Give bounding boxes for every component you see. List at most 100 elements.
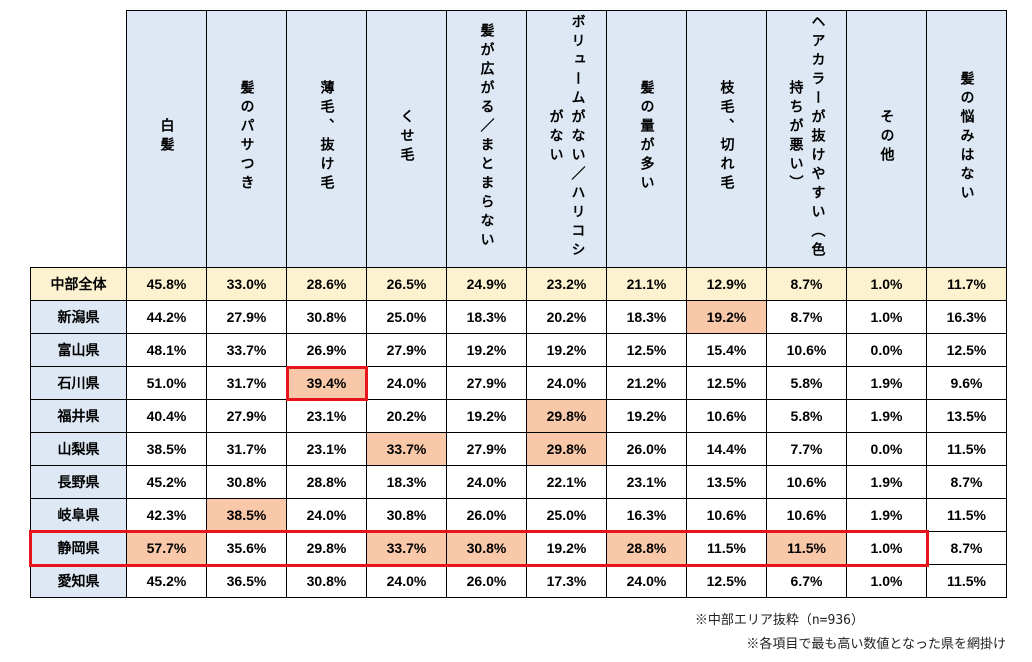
value-cell: 19.2% bbox=[446, 333, 527, 367]
value-cell: 33.7% bbox=[206, 333, 287, 367]
value-cell: 10.6% bbox=[766, 465, 847, 499]
value-cell: 1.0% bbox=[846, 564, 927, 598]
column-header-6: 髪の量が多い bbox=[606, 10, 687, 268]
value-cell: 44.2% bbox=[126, 300, 207, 334]
column-header-label: ボリュームがない／ハリコシがない bbox=[547, 13, 586, 261]
value-cell: 13.5% bbox=[926, 399, 1007, 433]
value-cell: 0.0% bbox=[846, 432, 927, 466]
value-cell: 11.5% bbox=[926, 432, 1007, 466]
column-header-label: 髪の量が多い bbox=[638, 80, 655, 194]
value-cell: 26.9% bbox=[286, 333, 367, 367]
value-cell: 1.0% bbox=[846, 531, 927, 565]
value-cell: 45.8% bbox=[126, 267, 207, 301]
value-cell: 7.7% bbox=[766, 432, 847, 466]
value-cell: 19.2% bbox=[446, 399, 527, 433]
value-cell: 18.3% bbox=[446, 300, 527, 334]
column-header-10: 髪の悩みはない bbox=[926, 10, 1007, 268]
value-cell: 23.2% bbox=[526, 267, 607, 301]
value-cell: 33.0% bbox=[206, 267, 287, 301]
value-cell: 13.5% bbox=[686, 465, 767, 499]
hair-concern-table: 白髪 髪のパサつき 薄毛、抜け毛 くせ毛 髪が広がる／まとまらない ボリュームがない／ハリ… bbox=[30, 10, 1007, 598]
column-header-8: ヘアカラーが抜けやすい（色持ちが悪い） bbox=[766, 10, 847, 268]
value-cell: 6.7% bbox=[766, 564, 847, 598]
row-label: 福井県 bbox=[30, 399, 127, 433]
row-label: 山梨県 bbox=[30, 432, 127, 466]
value-cell: 18.3% bbox=[366, 465, 447, 499]
value-cell: 16.3% bbox=[926, 300, 1007, 334]
column-header-label: 髪のパサつき bbox=[238, 80, 255, 194]
value-cell: 21.2% bbox=[606, 366, 687, 400]
value-cell: 30.8% bbox=[446, 531, 527, 565]
row-label: 富山県 bbox=[30, 333, 127, 367]
value-cell: 45.2% bbox=[126, 465, 207, 499]
table-row: 福井県 40.4% 27.9% 23.1% 20.2% 19.2% 29.8% 19.2% 10… bbox=[30, 399, 1007, 433]
column-header-1: 髪のパサつき bbox=[206, 10, 287, 268]
value-cell: 28.8% bbox=[286, 465, 367, 499]
value-cell: 24.0% bbox=[286, 498, 367, 532]
value-cell: 1.9% bbox=[846, 498, 927, 532]
value-cell: 1.0% bbox=[846, 267, 927, 301]
value-cell: 10.6% bbox=[766, 498, 847, 532]
value-cell: 1.9% bbox=[846, 366, 927, 400]
value-cell: 8.7% bbox=[766, 267, 847, 301]
value-cell: 29.8% bbox=[286, 531, 367, 565]
value-cell: 42.3% bbox=[126, 498, 207, 532]
value-cell: 33.7% bbox=[366, 531, 447, 565]
value-cell: 33.7% bbox=[366, 432, 447, 466]
value-cell: 36.5% bbox=[206, 564, 287, 598]
column-header-9: その他 bbox=[846, 10, 927, 268]
value-cell: 12.5% bbox=[686, 564, 767, 598]
column-header-7: 枝毛、切れ毛 bbox=[686, 10, 767, 268]
value-cell: 11.7% bbox=[926, 267, 1007, 301]
value-cell: 12.5% bbox=[926, 333, 1007, 367]
column-header-5: ボリュームがない／ハリコシがない bbox=[526, 10, 607, 268]
value-cell: 12.5% bbox=[606, 333, 687, 367]
row-label: 石川県 bbox=[30, 366, 127, 400]
value-cell: 28.6% bbox=[286, 267, 367, 301]
value-cell: 17.3% bbox=[526, 564, 607, 598]
value-cell: 38.5% bbox=[206, 498, 287, 532]
table-body: 中部全体 45.8% 33.0% 28.6% 26.5% 24.9% 23.2% 21.1% 1… bbox=[30, 267, 1007, 598]
value-cell: 30.8% bbox=[286, 564, 367, 598]
note-highlight: ※各項目で最も高い数値となった県を網掛け bbox=[746, 637, 1006, 652]
column-header-4: 髪が広がる／まとまらない bbox=[446, 10, 527, 268]
column-header-2: 薄毛、抜け毛 bbox=[286, 10, 367, 268]
value-cell: 28.8% bbox=[606, 531, 687, 565]
value-cell: 25.0% bbox=[526, 498, 607, 532]
column-header-3: くせ毛 bbox=[366, 10, 447, 268]
value-cell: 26.0% bbox=[606, 432, 687, 466]
value-cell: 24.9% bbox=[446, 267, 527, 301]
value-cell: 48.1% bbox=[126, 333, 207, 367]
value-cell: 9.6% bbox=[926, 366, 1007, 400]
value-cell: 1.9% bbox=[846, 465, 927, 499]
value-cell: 21.1% bbox=[606, 267, 687, 301]
value-cell: 23.1% bbox=[606, 465, 687, 499]
row-label: 岐阜県 bbox=[30, 498, 127, 532]
value-cell: 0.0% bbox=[846, 333, 927, 367]
value-cell: 19.2% bbox=[606, 399, 687, 433]
value-cell: 10.6% bbox=[766, 333, 847, 367]
value-cell: 31.7% bbox=[206, 366, 287, 400]
column-header-label: 薄毛、抜け毛 bbox=[318, 80, 335, 194]
column-header-label: その他 bbox=[878, 108, 895, 166]
header-row: 白髪 髪のパサつき 薄毛、抜け毛 くせ毛 髪が広がる／まとまらない ボリュームがない／ハリ… bbox=[31, 10, 1007, 268]
value-cell: 5.8% bbox=[766, 366, 847, 400]
value-cell: 40.4% bbox=[126, 399, 207, 433]
table-row: 静岡県 57.7% 35.6% 29.8% 33.7% 30.8% 19.2% 28.8% 11… bbox=[30, 531, 1007, 565]
row-label: 新潟県 bbox=[30, 300, 127, 334]
value-cell: 26.5% bbox=[366, 267, 447, 301]
column-header-label: 白髪 bbox=[158, 118, 175, 156]
value-cell: 24.0% bbox=[446, 465, 527, 499]
value-cell: 15.4% bbox=[686, 333, 767, 367]
value-cell: 16.3% bbox=[606, 498, 687, 532]
value-cell: 24.0% bbox=[366, 366, 447, 400]
table-row: 岐阜県 42.3% 38.5% 24.0% 30.8% 26.0% 25.0% 16.3% 10… bbox=[30, 498, 1007, 532]
row-label: 愛知県 bbox=[30, 564, 127, 598]
value-cell: 23.1% bbox=[286, 399, 367, 433]
value-cell: 24.0% bbox=[526, 366, 607, 400]
value-cell: 20.2% bbox=[526, 300, 607, 334]
value-cell: 19.2% bbox=[526, 531, 607, 565]
value-cell: 57.7% bbox=[126, 531, 207, 565]
table-row: 長野県 45.2% 30.8% 28.8% 18.3% 24.0% 22.1% 23.1% 13… bbox=[30, 465, 1007, 499]
value-cell: 27.9% bbox=[206, 300, 287, 334]
